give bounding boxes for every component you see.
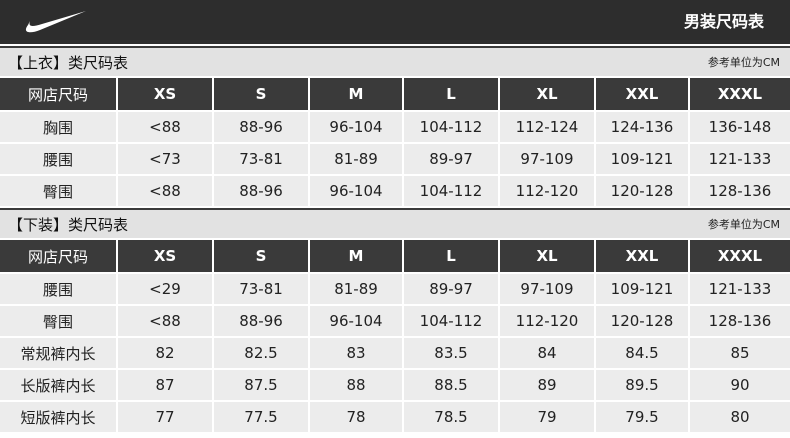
table-cell: 81-89: [310, 144, 402, 174]
table-cell: 124-136: [596, 112, 688, 142]
table-cell: 121-133: [690, 274, 790, 304]
table-cell: 89: [500, 370, 594, 400]
column-header: XXL: [596, 240, 688, 272]
table-cell: 97-109: [500, 274, 594, 304]
table-cell: 104-112: [404, 306, 498, 336]
table-cell: 79: [500, 402, 594, 432]
table-cell: 112-120: [500, 306, 594, 336]
table-cell: 89-97: [404, 144, 498, 174]
table-cell: 80: [690, 402, 790, 432]
table-cell: 121-133: [690, 144, 790, 174]
table-cell: 109-121: [596, 144, 688, 174]
column-header: 网店尺码: [0, 78, 116, 110]
column-header: 网店尺码: [0, 240, 116, 272]
table-cell: 88-96: [214, 112, 308, 142]
section-title: 【上衣】类尺码表: [8, 53, 129, 72]
table-cell: 88-96: [214, 306, 308, 336]
unit-note: 参考单位为CM: [707, 218, 780, 231]
table-cell: <88: [118, 112, 212, 142]
table-cell: 73-81: [214, 144, 308, 174]
row-label: 腰围: [0, 274, 116, 304]
table-cell: 90: [690, 370, 790, 400]
table-cell: 77: [118, 402, 212, 432]
column-header: XS: [118, 240, 212, 272]
column-header: S: [214, 78, 308, 110]
row-label: 常规裤内长: [0, 338, 116, 368]
table-cell: <88: [118, 176, 212, 206]
table-cell: 96-104: [310, 112, 402, 142]
table-cell: 88: [310, 370, 402, 400]
table-cell: 112-124: [500, 112, 594, 142]
column-header: S: [214, 240, 308, 272]
column-header: L: [404, 78, 498, 110]
table-cell: 84: [500, 338, 594, 368]
table-cell: 82: [118, 338, 212, 368]
table-cell: 96-104: [310, 176, 402, 206]
table-cell: 81-89: [310, 274, 402, 304]
table-cell: 112-120: [500, 176, 594, 206]
table-cell: 120-128: [596, 176, 688, 206]
section-header: 【下装】类尺码表 参考单位为CM: [0, 208, 790, 238]
table-cell: 96-104: [310, 306, 402, 336]
table-cell: 88.5: [404, 370, 498, 400]
table-cell: 73-81: [214, 274, 308, 304]
table-cell: 78.5: [404, 402, 498, 432]
table-cell: <29: [118, 274, 212, 304]
table-cell: 83: [310, 338, 402, 368]
table-cell: 104-112: [404, 176, 498, 206]
row-label: 胸围: [0, 112, 116, 142]
column-header: XS: [118, 78, 212, 110]
table-cell: 128-136: [690, 176, 790, 206]
table-cell: 89-97: [404, 274, 498, 304]
table-cell: 82.5: [214, 338, 308, 368]
table-cell: <88: [118, 306, 212, 336]
table-cell: 87.5: [214, 370, 308, 400]
table-cell: 109-121: [596, 274, 688, 304]
column-header: XL: [500, 240, 594, 272]
table-cell: 89.5: [596, 370, 688, 400]
top-bar: 男装尺码表: [0, 0, 790, 44]
section-title: 【下装】类尺码表: [8, 215, 129, 234]
column-header: XL: [500, 78, 594, 110]
row-label: 臀围: [0, 306, 116, 336]
table-cell: 84.5: [596, 338, 688, 368]
logo: [25, 11, 86, 33]
table-cell: 97-109: [500, 144, 594, 174]
unit-note: 参考单位为CM: [707, 56, 780, 69]
page-title: 男装尺码表: [683, 12, 764, 31]
column-header: M: [310, 78, 402, 110]
column-header: XXXL: [690, 240, 790, 272]
table-cell: 77.5: [214, 402, 308, 432]
column-header: L: [404, 240, 498, 272]
table-cell: <73: [118, 144, 212, 174]
row-label: 腰围: [0, 144, 116, 174]
table-cell: 136-148: [690, 112, 790, 142]
table-cell: 120-128: [596, 306, 688, 336]
row-label: 长版裤内长: [0, 370, 116, 400]
column-header: XXL: [596, 78, 688, 110]
section-header: 【上衣】类尺码表 参考单位为CM: [0, 46, 790, 76]
row-label: 短版裤内长: [0, 402, 116, 432]
table-cell: 83.5: [404, 338, 498, 368]
table-cell: 85: [690, 338, 790, 368]
row-label: 臀围: [0, 176, 116, 206]
table-cell: 78: [310, 402, 402, 432]
table-cell: 87: [118, 370, 212, 400]
column-header: M: [310, 240, 402, 272]
column-header: XXXL: [690, 78, 790, 110]
table-cell: 79.5: [596, 402, 688, 432]
table-cell: 88-96: [214, 176, 308, 206]
table-cell: 128-136: [690, 306, 790, 336]
table-cell: 104-112: [404, 112, 498, 142]
